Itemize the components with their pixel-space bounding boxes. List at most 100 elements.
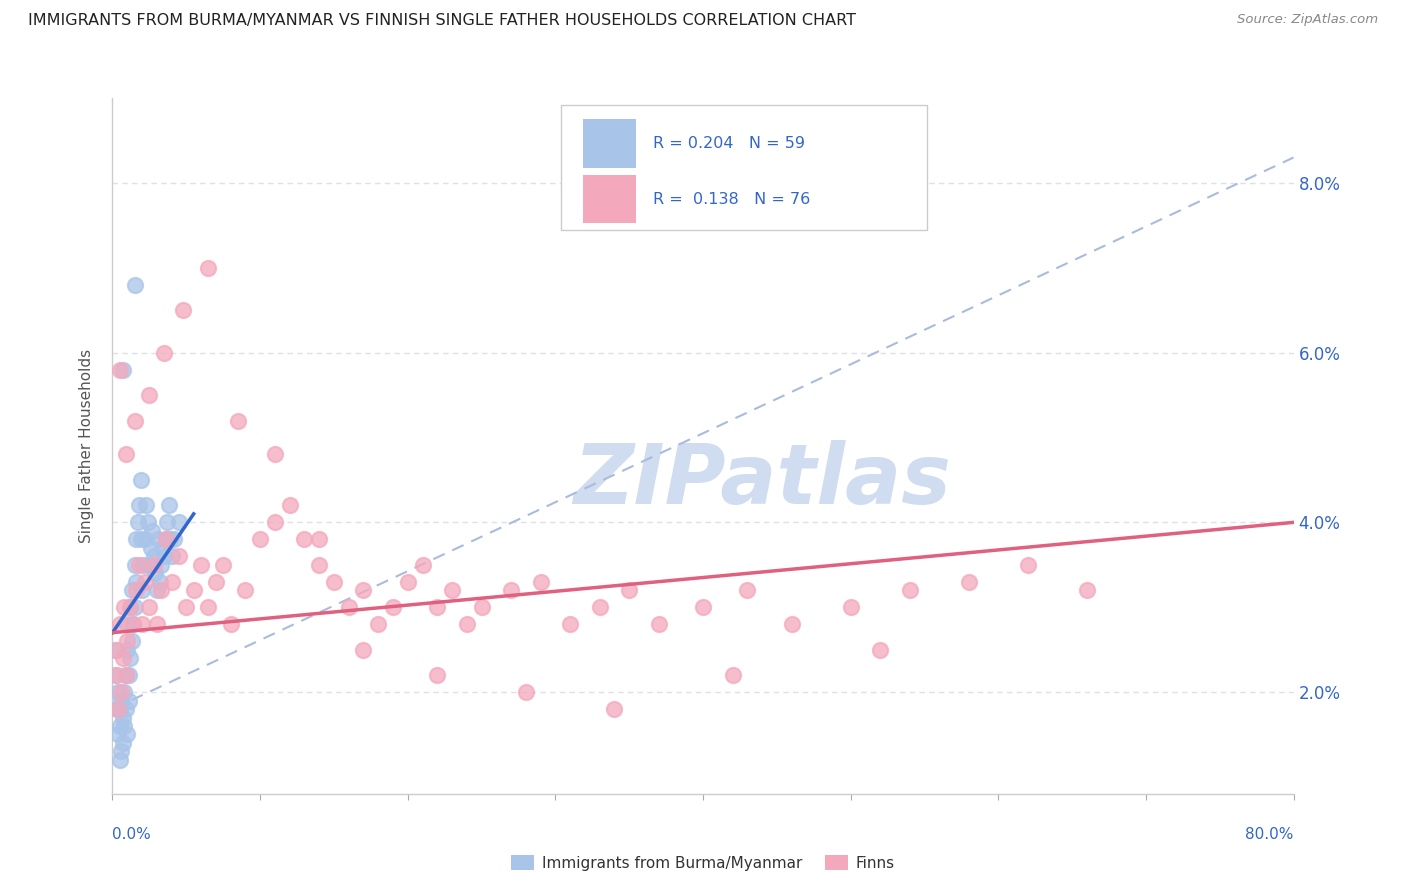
Point [127, 516, 149, 530]
Point [163, 533, 186, 547]
Point [108, 617, 131, 632]
Point [105, 668, 128, 682]
Legend: Immigrants from Burma/Myanmar, Finns: Immigrants from Burma/Myanmar, Finns [505, 848, 901, 877]
Point [160, 574, 183, 589]
Point [141, 524, 163, 538]
Point [264, 516, 287, 530]
Point [107, 702, 129, 716]
Point [588, 600, 610, 615]
Bar [582, 175, 636, 223]
Point [124, 600, 146, 615]
Point [839, 600, 862, 615]
Point [174, 600, 197, 615]
Point [134, 574, 156, 589]
Point [111, 362, 134, 376]
Point [156, 516, 179, 530]
Point [155, 533, 177, 547]
Point [197, 600, 219, 615]
Point [150, 558, 173, 572]
Point [136, 516, 159, 530]
Point [104, 642, 127, 657]
Point [619, 583, 641, 598]
Point [128, 499, 150, 513]
Point [128, 558, 150, 572]
Point [118, 693, 141, 707]
Point [264, 448, 287, 462]
Y-axis label: Single Father Households: Single Father Households [79, 349, 94, 543]
Point [114, 668, 136, 682]
Point [131, 617, 153, 632]
Point [155, 533, 177, 547]
Point [117, 727, 138, 741]
Point [441, 583, 464, 598]
Point [108, 719, 131, 733]
Point [456, 617, 478, 632]
Point [138, 388, 160, 402]
Point [114, 668, 136, 682]
Point [233, 583, 256, 598]
Point [125, 574, 148, 589]
Point [107, 685, 129, 699]
Point [104, 668, 127, 682]
Point [190, 558, 212, 572]
Text: IMMIGRANTS FROM BURMA/MYANMAR VS FINNISH SINGLE FATHER HOUSEHOLDS CORRELATION CH: IMMIGRANTS FROM BURMA/MYANMAR VS FINNISH… [28, 13, 856, 29]
Point [124, 413, 146, 427]
Point [721, 668, 744, 682]
Point [142, 549, 165, 564]
Point [1017, 558, 1039, 572]
Point [121, 583, 143, 598]
FancyBboxPatch shape [561, 105, 928, 230]
Text: 80.0%: 80.0% [1246, 827, 1294, 841]
Point [138, 558, 160, 572]
Point [157, 499, 180, 513]
Point [135, 499, 157, 513]
Point [278, 499, 301, 513]
Point [558, 617, 582, 632]
Point [148, 533, 170, 547]
Point [153, 549, 176, 564]
Point [120, 651, 142, 665]
Point [125, 583, 148, 598]
Point [337, 600, 360, 615]
Point [122, 617, 145, 632]
Point [110, 744, 132, 758]
Point [132, 558, 155, 572]
Point [219, 617, 242, 632]
Point [110, 685, 132, 699]
Point [352, 642, 374, 657]
Point [142, 558, 165, 572]
Point [146, 583, 169, 598]
Point [382, 600, 405, 615]
Point [1076, 583, 1098, 598]
Point [152, 541, 174, 555]
Point [138, 600, 160, 615]
Point [124, 277, 146, 292]
Point [153, 345, 176, 359]
Point [112, 719, 135, 733]
Point [167, 516, 190, 530]
Point [647, 617, 671, 632]
Point [426, 600, 449, 615]
Point [143, 566, 166, 581]
Text: R = 0.204   N = 59: R = 0.204 N = 59 [654, 136, 806, 151]
Point [352, 583, 374, 598]
Point [108, 362, 131, 376]
Point [117, 617, 138, 632]
Point [105, 642, 128, 657]
Point [183, 583, 205, 598]
Point [112, 600, 135, 615]
Text: Source: ZipAtlas.com: Source: ZipAtlas.com [1237, 13, 1378, 27]
Point [367, 617, 389, 632]
Point [139, 541, 162, 555]
Point [114, 702, 136, 716]
Point [737, 583, 759, 598]
Point [125, 533, 148, 547]
Point [172, 303, 194, 318]
Point [120, 600, 142, 615]
Point [197, 260, 219, 275]
Bar [582, 119, 636, 168]
Point [898, 583, 921, 598]
Point [323, 574, 346, 589]
Point [129, 473, 152, 487]
Point [869, 642, 891, 657]
